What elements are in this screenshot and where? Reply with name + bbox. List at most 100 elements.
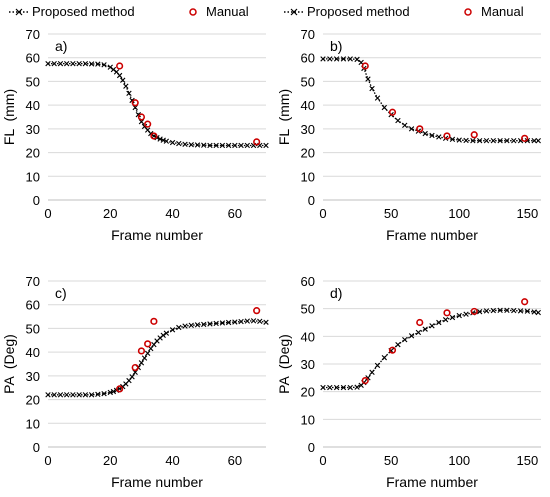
data-point-proposed [101, 62, 107, 68]
panel-label: a) [55, 38, 67, 54]
data-point-proposed [490, 307, 497, 314]
chart-panel-b: Proposed method Manual 0 10 20 30 40 50 60 70 0 5… [275, 0, 550, 248]
data-point-proposed [126, 90, 132, 96]
data-point-proposed [88, 61, 95, 67]
data-point-proposed [101, 390, 107, 397]
data-point-proposed [327, 56, 333, 62]
data-point-proposed [456, 312, 462, 319]
data-point-proposed [144, 350, 151, 357]
data-point-proposed [422, 326, 428, 332]
data-point-proposed [176, 140, 182, 147]
data-point-proposed [250, 318, 257, 324]
x-tick-label: 150 [517, 453, 539, 468]
data-point-proposed [517, 308, 524, 314]
data-point-proposed [51, 60, 57, 67]
data-point-proposed [45, 392, 51, 398]
data-point-manual [521, 298, 529, 306]
data-point-proposed [82, 60, 89, 67]
y-tick-label: 40 [26, 98, 40, 113]
data-point-proposed [429, 132, 435, 139]
data-point-proposed [160, 332, 166, 338]
data-point-proposed [238, 318, 244, 325]
data-point-proposed [374, 362, 381, 369]
data-point-manual [116, 385, 124, 393]
data-point-manual [253, 307, 261, 315]
data-point-proposed [219, 320, 226, 326]
data-point-proposed [51, 392, 57, 398]
data-point-proposed [463, 137, 469, 144]
data-point-manual [470, 307, 478, 316]
data-point-proposed [207, 321, 213, 327]
legend-label-manual: Manual [481, 4, 524, 19]
data-point-proposed [340, 384, 347, 391]
data-point-proposed [120, 77, 126, 83]
y-tick-label: 50 [301, 302, 315, 317]
chart-panel-d: 0 10 20 30 40 50 60 0 50 100 150 Frame number PA (De… [275, 248, 550, 497]
data-point-proposed [490, 138, 497, 144]
legend: Proposed method Manual [0, 0, 275, 24]
y-tick-label: 70 [26, 27, 40, 42]
data-point-proposed [531, 309, 537, 315]
data-point-proposed [95, 391, 101, 398]
data-point-proposed [402, 336, 408, 343]
data-point-proposed [207, 142, 213, 149]
data-point-proposed [45, 60, 51, 67]
data-point-proposed [225, 142, 232, 149]
data-point-manual [137, 113, 146, 121]
data-point-proposed [238, 142, 244, 149]
data-point-proposed [232, 142, 238, 149]
x-tick-label: 60 [228, 453, 242, 468]
data-point-proposed [194, 322, 201, 328]
data-point-manual [131, 363, 139, 372]
y-tick-label: 60 [301, 274, 315, 289]
y-tick-label: 40 [26, 345, 40, 360]
y-tick-label: 30 [26, 369, 40, 384]
y-tick-label: 20 [301, 146, 315, 161]
data-point-proposed [107, 389, 113, 396]
x-axis-label: Frame number [111, 227, 203, 243]
data-point-manual [361, 377, 369, 385]
data-point-proposed [369, 85, 375, 92]
data-point-manual [388, 108, 397, 116]
data-point-proposed [213, 320, 219, 327]
data-point-manual [116, 62, 124, 70]
data-point-proposed [456, 137, 462, 143]
data-point-proposed [511, 307, 517, 314]
data-point-proposed [408, 333, 415, 339]
data-point-manual [144, 120, 152, 128]
data-point-proposed [497, 138, 503, 144]
data-point-proposed [95, 61, 101, 67]
y-tick-label: 10 [301, 412, 315, 427]
legend-label-manual: Manual [206, 4, 249, 19]
series-line-proposed [48, 320, 267, 396]
y-tick-label: 0 [33, 440, 40, 455]
data-point-proposed [176, 324, 182, 331]
data-point-proposed [320, 384, 326, 391]
y-tick-label: 50 [26, 321, 40, 336]
data-point-manual [388, 346, 397, 354]
data-point-proposed [182, 323, 188, 329]
x-tick-label: 150 [517, 206, 539, 221]
legend-label-proposed: Proposed method [307, 4, 410, 19]
data-point-proposed [244, 318, 251, 324]
data-point-proposed [76, 392, 82, 398]
x-tick-label: 40 [165, 453, 179, 468]
y-tick-label: 0 [308, 193, 315, 208]
series-line-proposed [48, 62, 266, 147]
data-point-proposed [70, 60, 76, 67]
data-point-proposed [63, 60, 70, 67]
data-point-proposed [194, 142, 201, 148]
y-tick-label: 40 [301, 98, 315, 113]
legend-swatch-manual [189, 8, 197, 16]
y-axis-label: FL (mm) [276, 89, 292, 145]
data-point-proposed [340, 56, 347, 62]
data-point-proposed [76, 60, 82, 67]
data-point-proposed [408, 126, 415, 132]
legend-swatch-manual [464, 8, 472, 16]
data-point-proposed [232, 319, 238, 325]
data-point-proposed [182, 141, 188, 147]
panel-label: c) [55, 285, 67, 301]
x-axis-label: Frame number [111, 474, 203, 490]
data-point-proposed [123, 83, 129, 89]
data-point-manual [443, 309, 451, 317]
